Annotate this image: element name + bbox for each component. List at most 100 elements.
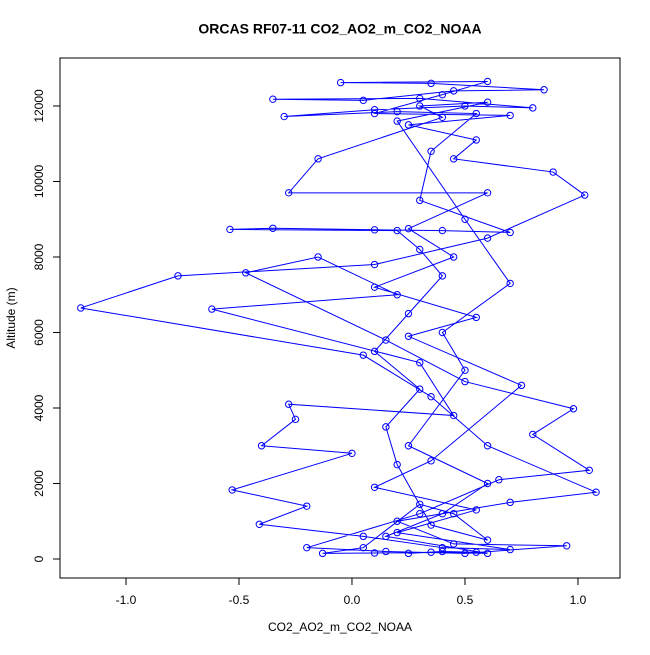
data-point xyxy=(404,121,413,129)
data-point xyxy=(318,549,327,558)
data-point xyxy=(562,542,571,550)
data-point xyxy=(427,548,435,556)
data-point xyxy=(483,442,492,450)
data-point xyxy=(393,291,401,299)
data-point xyxy=(438,90,447,99)
data-point xyxy=(393,517,401,525)
data-point xyxy=(585,466,593,474)
data-point xyxy=(382,336,390,344)
data-point xyxy=(427,147,435,155)
data-point xyxy=(314,155,322,163)
data-point xyxy=(472,109,480,118)
data-point xyxy=(472,548,480,556)
data-point xyxy=(382,547,390,556)
data-point xyxy=(438,547,447,556)
data-point xyxy=(280,112,288,121)
data-point xyxy=(208,305,216,313)
y-tick-label: 12000 xyxy=(32,89,46,123)
data-point xyxy=(483,189,492,197)
data-point xyxy=(285,189,293,197)
data-point xyxy=(449,510,458,518)
data-point xyxy=(592,488,600,496)
data-point xyxy=(569,405,578,413)
x-tick-label: 1.0 xyxy=(570,593,587,607)
data-point xyxy=(472,136,480,144)
data-point xyxy=(540,86,548,94)
y-tick-label: 4000 xyxy=(32,394,46,421)
data-point xyxy=(416,500,424,508)
x-tick-label: -1.0 xyxy=(116,593,137,607)
data-point xyxy=(483,77,492,86)
data-point xyxy=(393,117,401,125)
data-point xyxy=(359,532,367,541)
data-point xyxy=(314,253,322,261)
data-point xyxy=(461,549,469,558)
data-point xyxy=(359,351,367,359)
data-point xyxy=(285,400,293,408)
data-point xyxy=(449,155,458,163)
data-point xyxy=(438,272,447,280)
data-point xyxy=(427,79,435,88)
x-tick-label: 0.0 xyxy=(344,593,361,607)
data-point xyxy=(461,102,469,110)
data-point xyxy=(370,347,379,356)
data-point xyxy=(416,510,424,518)
data-point xyxy=(506,498,514,507)
data-point xyxy=(549,168,557,176)
data-point xyxy=(461,366,469,374)
data-point xyxy=(483,549,492,558)
data-point xyxy=(427,392,435,401)
y-tick-label: 10000 xyxy=(32,164,46,198)
data-point xyxy=(269,224,277,233)
data-point xyxy=(506,545,514,554)
data-point xyxy=(404,224,413,233)
data-point xyxy=(416,102,424,110)
data-point xyxy=(416,245,424,254)
data-point xyxy=(336,78,345,87)
data-point xyxy=(77,304,85,312)
data-point xyxy=(228,486,236,494)
data-point xyxy=(483,234,492,242)
data-point xyxy=(370,226,379,234)
data-point xyxy=(438,113,447,122)
data-point xyxy=(438,226,447,235)
data-point xyxy=(427,457,435,465)
data-point xyxy=(461,377,469,386)
data-point xyxy=(393,107,401,116)
data-point xyxy=(242,269,250,277)
data-point xyxy=(438,543,447,552)
x-tick-label: 0.5 xyxy=(457,593,474,607)
data-point xyxy=(255,520,264,528)
data-point xyxy=(303,543,311,552)
data-point xyxy=(370,283,379,291)
data-point xyxy=(393,226,401,235)
y-axis-label: Altitude (m) xyxy=(4,287,18,348)
data-point xyxy=(416,196,424,205)
data-point xyxy=(427,521,435,529)
data-point xyxy=(404,442,413,450)
data-line xyxy=(80,80,598,554)
y-tick-label: 0 xyxy=(32,555,46,562)
data-point xyxy=(404,549,413,558)
data-point xyxy=(269,95,277,103)
data-point xyxy=(416,385,424,393)
data-point xyxy=(449,540,458,548)
data-point xyxy=(483,479,492,488)
data-point xyxy=(416,94,424,103)
x-axis-label: CO2_AO2_m_CO2_NOAA xyxy=(268,620,412,634)
data-point xyxy=(348,449,356,458)
data-point xyxy=(517,381,526,390)
data-point xyxy=(257,442,266,450)
data-point xyxy=(370,260,379,269)
data-point xyxy=(461,215,469,223)
y-tick-label: 8000 xyxy=(32,243,46,270)
data-point xyxy=(393,528,401,537)
data-point xyxy=(174,272,182,280)
data-point xyxy=(506,279,514,288)
data-point xyxy=(291,415,300,424)
data-point xyxy=(404,332,413,340)
data-point xyxy=(449,253,458,261)
data-point xyxy=(370,549,379,557)
